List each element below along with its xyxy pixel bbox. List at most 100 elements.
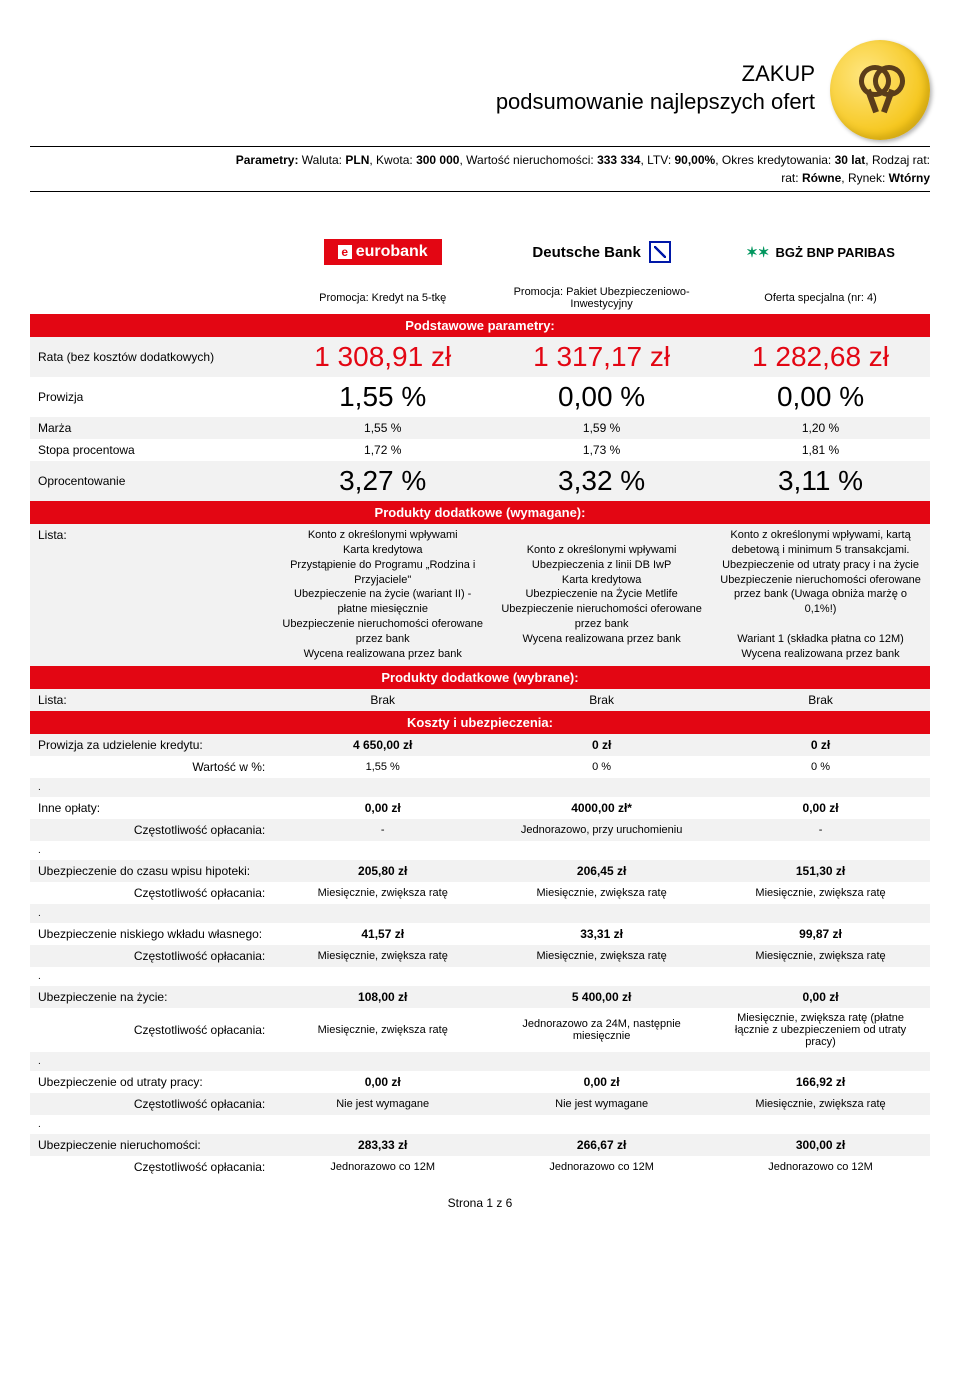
row-ubez-zycie: Ubezpieczenie na życie: 108,00 zł 5 400,… xyxy=(30,986,930,1008)
bank2-promo: Promocja: Pakiet Ubezpieczeniowo-Inwesty… xyxy=(492,282,711,314)
rate-type-prefix: rat: xyxy=(781,171,798,185)
inne-freq-b2: Jednorazowo, przy uruchomieniu xyxy=(492,819,711,841)
keys-icon xyxy=(830,40,930,140)
section-sel-products: Produkty dodatkowe (wybrane): xyxy=(30,666,930,689)
row-ubez-wklad-freq: Częstotliwość opłacania: Miesięcznie, zw… xyxy=(30,945,930,967)
prowizja-b2: 0,00 % xyxy=(492,377,711,417)
page-number: Strona 1 z 6 xyxy=(30,1196,930,1210)
header-row: ZAKUP podsumowanie najlepszych ofert xyxy=(30,60,930,140)
ubez-praca-freq-b2: Nie jest wymagane xyxy=(492,1093,711,1115)
oproc-label: Oprocentowanie xyxy=(30,461,273,501)
bank3-promo: Oferta specjalna (nr: 4) xyxy=(711,282,930,314)
market-val: Wtórny xyxy=(889,171,930,185)
ubez-zycie-freq-b1: Miesięcznie, zwiększa ratę xyxy=(273,1008,492,1052)
property-val: 333 334 xyxy=(597,153,640,167)
ubez-zycie-label: Ubezpieczenie na życie: xyxy=(30,986,273,1008)
row-prowizja: Prowizja 1,55 % 0,00 % 0,00 % xyxy=(30,377,930,417)
currency-val: PLN xyxy=(345,153,369,167)
lista-sel-label: Lista: xyxy=(30,689,273,711)
oproc-b2: 3,32 % xyxy=(492,461,711,501)
row-ubez-wklad: Ubezpieczenie niskiego wkładu własnego: … xyxy=(30,923,930,945)
inne-b2: 4000,00 zł* xyxy=(492,797,711,819)
dot3: . xyxy=(30,904,273,923)
ubez-wklad-freq-label: Częstotliwość opłacania: xyxy=(30,945,273,967)
lista-sel-b3: Brak xyxy=(711,689,930,711)
ubez-hipo-b2: 206,45 zł xyxy=(492,860,711,882)
ubez-praca-label: Ubezpieczenie od utraty pracy: xyxy=(30,1071,273,1093)
ubez-nier-freq-b3: Jednorazowo co 12M xyxy=(711,1156,930,1178)
prow-udz-pct-label: Wartość w %: xyxy=(30,756,273,778)
row-ubez-hipo: Ubezpieczenie do czasu wpisu hipoteki: 2… xyxy=(30,860,930,882)
inne-b3: 0,00 zł xyxy=(711,797,930,819)
ubez-nier-label: Ubezpieczenie nieruchomości: xyxy=(30,1134,273,1156)
lista-sel-b1: Brak xyxy=(273,689,492,711)
lista-req-b1: Konto z określonymi wpływami Karta kredy… xyxy=(273,524,492,666)
section-req-products: Produkty dodatkowe (wymagane): xyxy=(30,501,930,524)
row-ubez-praca-freq: Częstotliwość opłacania: Nie jest wymaga… xyxy=(30,1093,930,1115)
ubez-nier-b2: 266,67 zł xyxy=(492,1134,711,1156)
period-lbl: Okres kredytowania: xyxy=(722,153,831,167)
row-stopa: Stopa procentowa 1,72 % 1,73 % 1,81 % xyxy=(30,439,930,461)
marza-b2: 1,59 % xyxy=(492,417,711,439)
rata-b1: 1 308,91 zł xyxy=(273,337,492,377)
inne-freq-b1: - xyxy=(273,819,492,841)
ltv-lbl: LTV: xyxy=(647,153,671,167)
ubez-zycie-freq-label: Częstotliwość opłacania: xyxy=(30,1008,273,1052)
parameters-bar: Parametry: Waluta: PLN, Kwota: 300 000, … xyxy=(30,146,930,192)
title-line2: podsumowanie najlepszych ofert xyxy=(496,88,815,116)
dot6: . xyxy=(30,1115,273,1134)
ltv-val: 90,00% xyxy=(675,153,716,167)
ubez-hipo-b1: 205,80 zł xyxy=(273,860,492,882)
bnp-logo: ✶✶BGŻ BNP PARIBAS xyxy=(746,244,895,261)
ubez-praca-freq-b3: Miesięcznie, zwiększa ratę xyxy=(711,1093,930,1115)
row-ubez-nier: Ubezpieczenie nieruchomości: 283,33 zł 2… xyxy=(30,1134,930,1156)
ubez-praca-b1: 0,00 zł xyxy=(273,1071,492,1093)
eurobank-logo: eeurobank xyxy=(324,239,442,265)
prow-udz-pct-b2: 0 % xyxy=(492,756,711,778)
ubez-wklad-freq-b3: Miesięcznie, zwiększa ratę xyxy=(711,945,930,967)
ubez-nier-freq-label: Częstotliwość opłacania: xyxy=(30,1156,273,1178)
ubez-zycie-b2: 5 400,00 zł xyxy=(492,986,711,1008)
row-ubez-nier-freq: Częstotliwość opłacania: Jednorazowo co … xyxy=(30,1156,930,1178)
amount-lbl: Kwota: xyxy=(376,153,413,167)
prow-udz-b3: 0 zł xyxy=(711,734,930,756)
title-block: ZAKUP podsumowanie najlepszych ofert xyxy=(496,60,830,115)
ubez-praca-b2: 0,00 zł xyxy=(492,1071,711,1093)
stopa-label: Stopa procentowa xyxy=(30,439,273,461)
ubez-praca-freq-label: Częstotliwość opłacania: xyxy=(30,1093,273,1115)
prowizja-label: Prowizja xyxy=(30,377,273,417)
ubez-hipo-label: Ubezpieczenie do czasu wpisu hipoteki: xyxy=(30,860,273,882)
currency-lbl: Waluta: xyxy=(302,153,342,167)
ubez-zycie-freq-b2: Jednorazowo za 24M, następnie miesięczni… xyxy=(492,1008,711,1052)
lista-req-b2: Konto z określonymi wpływami Ubezpieczen… xyxy=(492,524,711,666)
ubez-zycie-freq-b3: Miesięcznie, zwiększa ratę (płatne łączn… xyxy=(711,1008,930,1052)
dot1: . xyxy=(30,778,273,797)
ubez-wklad-b2: 33,31 zł xyxy=(492,923,711,945)
row-marza: Marża 1,55 % 1,59 % 1,20 % xyxy=(30,417,930,439)
rate-type-val: Równe xyxy=(802,171,841,185)
ubez-praca-freq-b1: Nie jest wymagane xyxy=(273,1093,492,1115)
lista-req-b3: Konto z określonymi wpływami, kartą debe… xyxy=(711,524,930,666)
bank1-promo: Promocja: Kredyt na 5-tkę xyxy=(273,282,492,314)
row-inne-freq: Częstotliwość opłacania: - Jednorazowo, … xyxy=(30,819,930,841)
inne-b1: 0,00 zł xyxy=(273,797,492,819)
amount-val: 300 000 xyxy=(416,153,459,167)
title-line1: ZAKUP xyxy=(496,60,815,88)
section-basic: Podstawowe parametry: xyxy=(30,314,930,337)
bank2-logo-cell: Deutsche Bank xyxy=(492,222,711,282)
stopa-b1: 1,72 % xyxy=(273,439,492,461)
ubez-nier-b3: 300,00 zł xyxy=(711,1134,930,1156)
ubez-wklad-freq-b2: Miesięcznie, zwiększa ratę xyxy=(492,945,711,967)
ubez-praca-b3: 166,92 zł xyxy=(711,1071,930,1093)
oproc-b3: 3,11 % xyxy=(711,461,930,501)
ubez-nier-freq-b2: Jednorazowo co 12M xyxy=(492,1156,711,1178)
stopa-b3: 1,81 % xyxy=(711,439,930,461)
ubez-zycie-b1: 108,00 zł xyxy=(273,986,492,1008)
rate-type-lbl: Rodzaj rat: xyxy=(872,153,930,167)
market-lbl: Rynek: xyxy=(848,171,885,185)
prowizja-b1: 1,55 % xyxy=(273,377,492,417)
prow-udz-pct-b3: 0 % xyxy=(711,756,930,778)
ubez-wklad-label: Ubezpieczenie niskiego wkładu własnego: xyxy=(30,923,273,945)
ubez-wklad-b3: 99,87 zł xyxy=(711,923,930,945)
ubez-wklad-b1: 41,57 zł xyxy=(273,923,492,945)
